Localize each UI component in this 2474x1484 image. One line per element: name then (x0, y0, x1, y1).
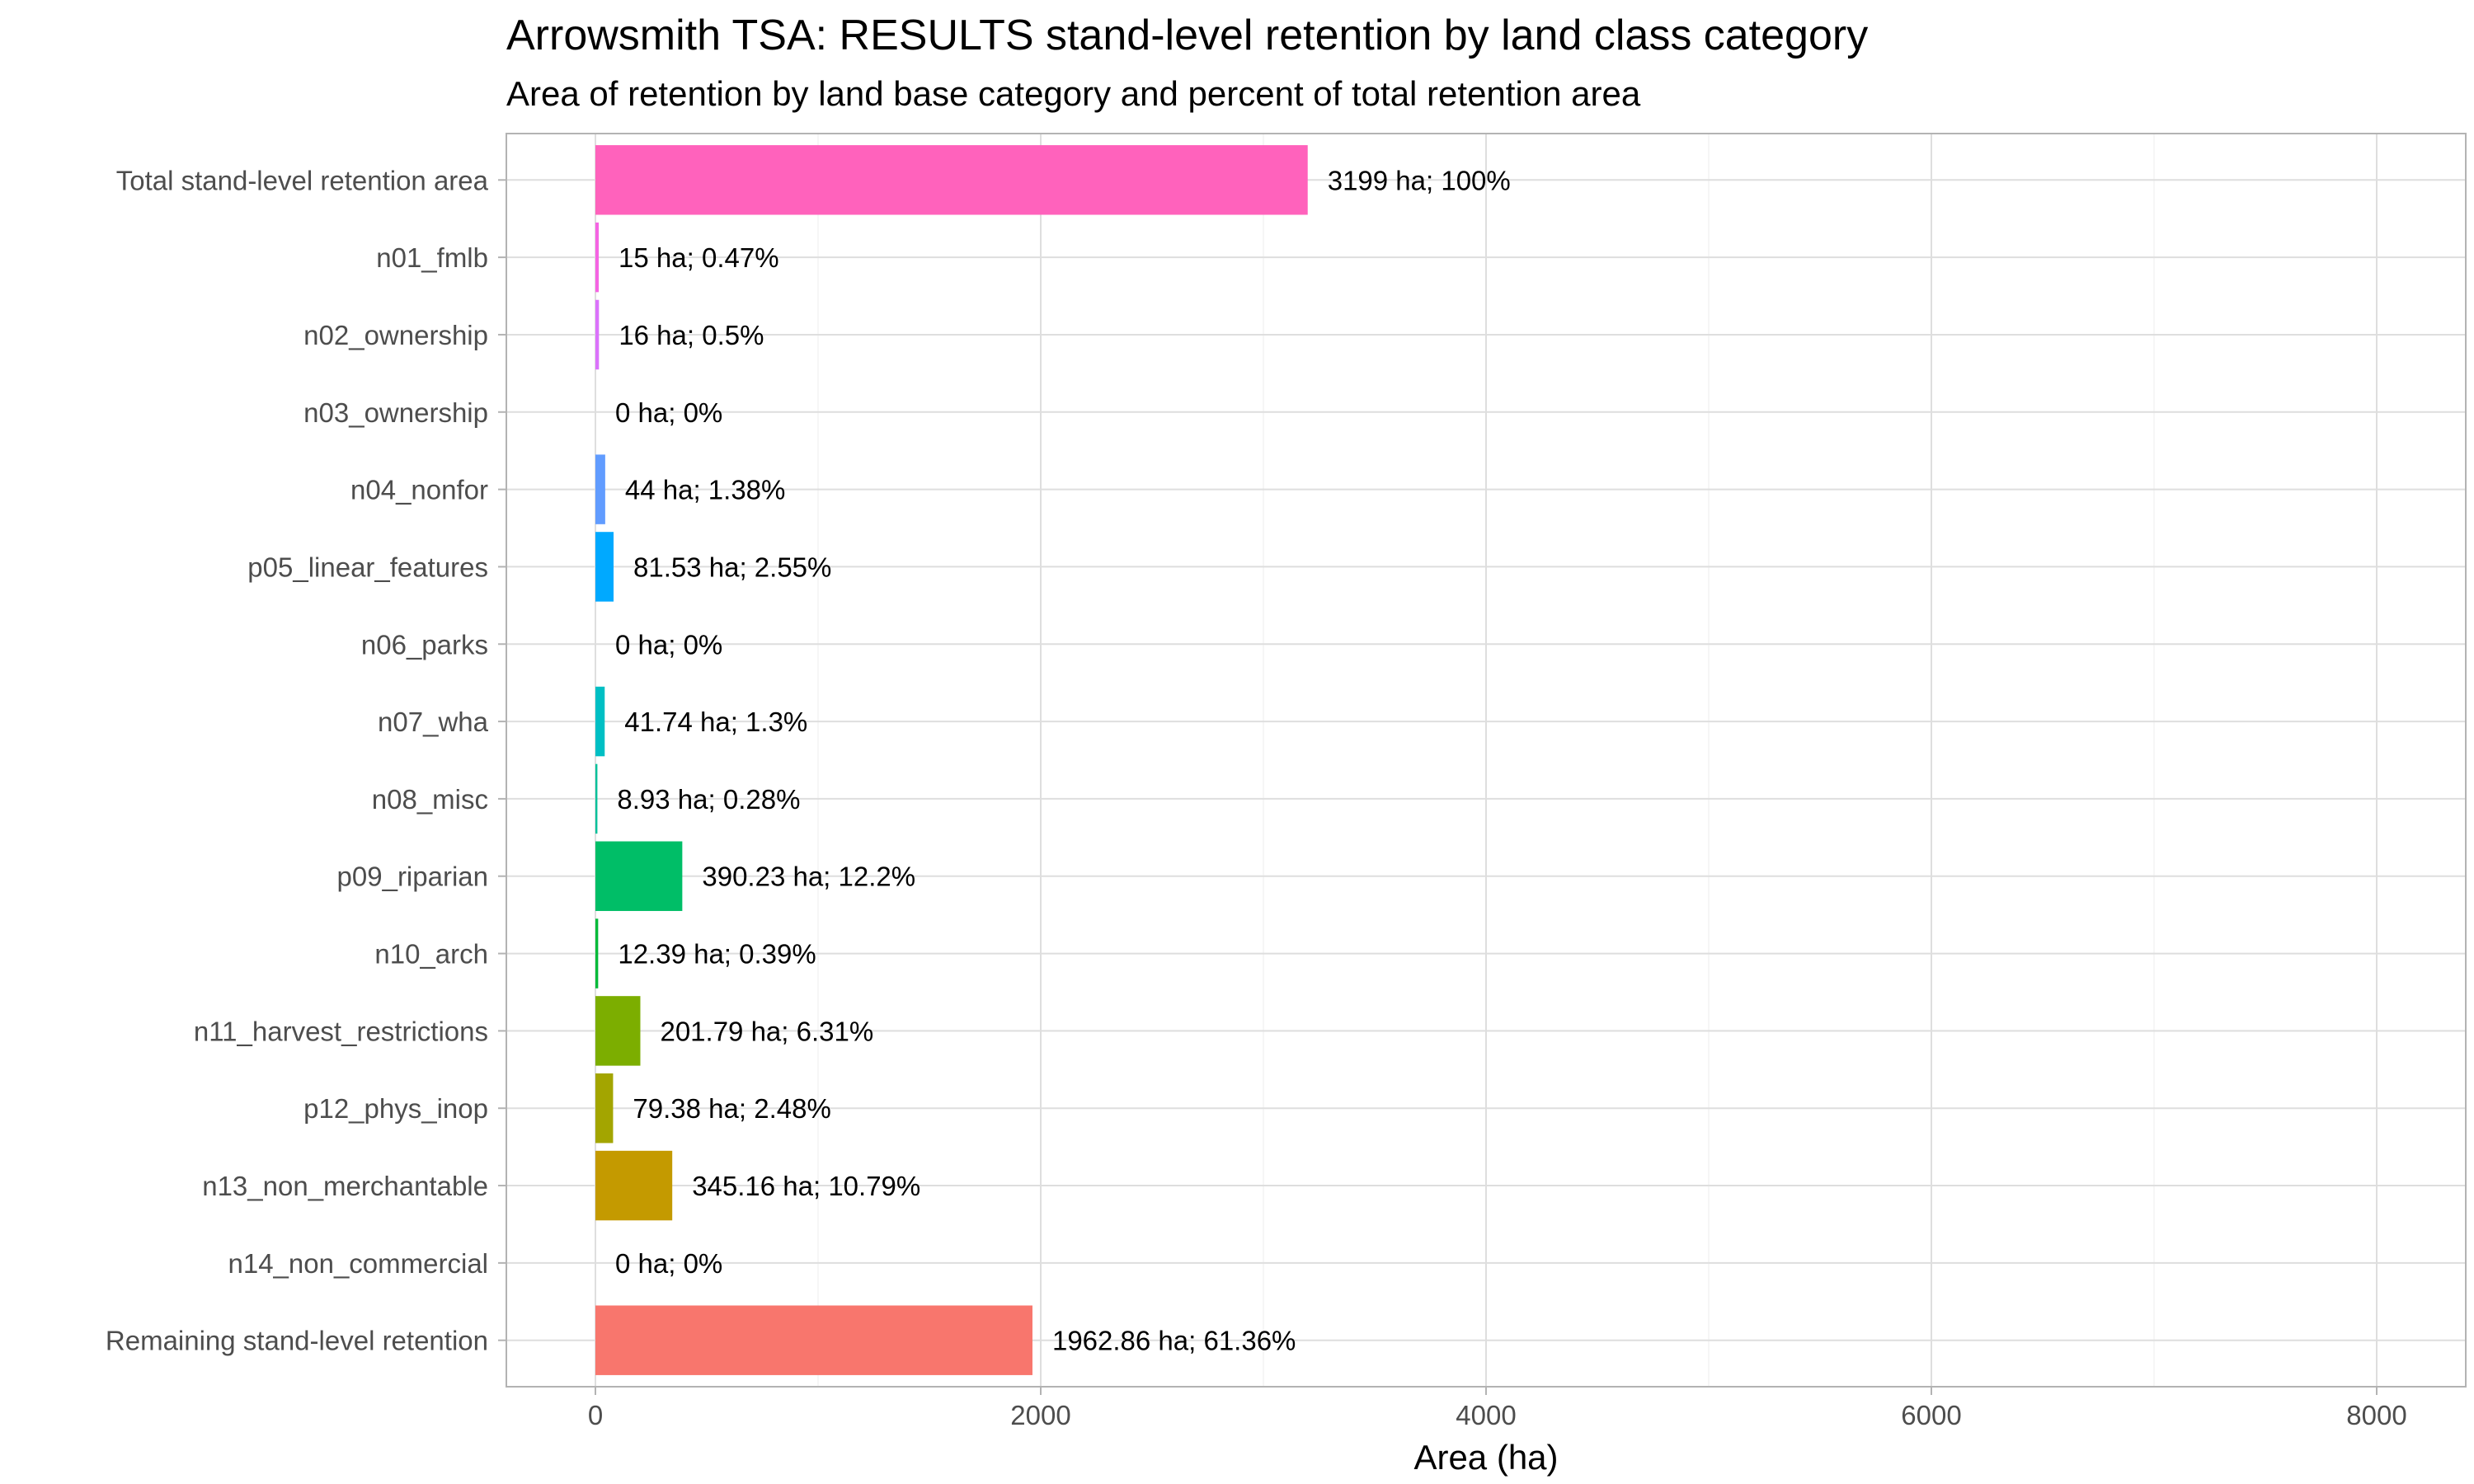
data-labels: 3199 ha; 100% 15 ha; 0.47% 16 ha; 0.5% 0 ha… (615, 165, 1511, 1355)
y-category-label: p05_linear_features (247, 552, 488, 582)
y-category-label: n14_non_commercial (228, 1248, 488, 1279)
bar (595, 686, 605, 757)
y-category-label: n11_harvest_restrictions (194, 1016, 488, 1046)
bar (595, 763, 598, 834)
x-tick-label: 2000 (1010, 1400, 1070, 1430)
y-category-label: n02_ownership (303, 320, 488, 350)
y-category-label: n04_nonfor (350, 475, 488, 505)
bar (595, 532, 614, 602)
grid-lines (506, 134, 2466, 1387)
y-category-label: Total stand-level retention area (116, 165, 489, 195)
chart-subtitle: Area of retention by land base category … (506, 74, 1641, 113)
bar (595, 145, 1308, 215)
bar-data-label: 16 ha; 0.5% (618, 320, 764, 350)
bar-data-label: 41.74 ha; 1.3% (624, 707, 807, 737)
y-category-label: n13_non_merchantable (202, 1171, 488, 1201)
bar-data-label: 44 ha; 1.38% (625, 475, 786, 505)
bar-data-label: 8.93 ha; 0.28% (617, 784, 800, 815)
plot-panel-border (506, 133, 2467, 1388)
x-tick-label: 0 (588, 1400, 603, 1430)
y-category-label: Remaining stand-level retention (106, 1326, 488, 1356)
bar-data-label: 345.16 ha; 10.79% (692, 1171, 920, 1201)
x-tick-label: 6000 (1901, 1400, 1961, 1430)
bar-data-label: 15 ha; 0.47% (618, 242, 779, 273)
bar-data-label: 201.79 ha; 6.31% (660, 1016, 873, 1046)
y-category-label: p09_riparian (337, 862, 488, 892)
y-category-label: n07_wha (378, 707, 489, 737)
bar (595, 1150, 673, 1221)
chart-title: Arrowsmith TSA: RESULTS stand-level rete… (506, 12, 1868, 59)
y-category-label: p12_phys_inop (303, 1093, 488, 1124)
bar-data-label: 390.23 ha; 12.2% (702, 862, 915, 892)
bar-data-label: 3199 ha; 100% (1328, 165, 1511, 195)
bar-data-label: 0 ha; 0% (615, 629, 722, 660)
y-category-label: n01_fmlb (376, 242, 488, 273)
bar-data-label: 79.38 ha; 2.48% (633, 1093, 830, 1124)
y-category-label: n10_arch (374, 939, 488, 970)
y-category-label: n06_parks (361, 629, 488, 660)
x-tick-label: 8000 (2346, 1400, 2406, 1430)
y-category-label: n03_ownership (303, 397, 488, 428)
x-axis-title: Area (ha) (1413, 1438, 1558, 1477)
bar (595, 841, 683, 911)
bar (595, 1073, 614, 1144)
x-tick-label: 4000 (1456, 1400, 1516, 1430)
bars (595, 145, 1308, 1375)
bar (595, 299, 600, 370)
bar (595, 454, 605, 524)
bar-data-label: 0 ha; 0% (615, 397, 722, 428)
bar (595, 918, 599, 989)
bar-data-label: 1962.86 ha; 61.36% (1052, 1326, 1296, 1356)
bar-data-label: 81.53 ha; 2.55% (633, 552, 831, 582)
y-category-label: n08_misc (372, 784, 488, 815)
bar (595, 996, 641, 1066)
x-axis-ticks: 0 2000 4000 6000 8000 (588, 1387, 2407, 1430)
bar (595, 222, 600, 293)
bar-data-label: 0 ha; 0% (615, 1248, 722, 1279)
bar (595, 1305, 1032, 1375)
category-labels: Total stand-level retention area n01_fmlb… (106, 165, 506, 1356)
bar-data-label: 12.39 ha; 0.39% (618, 939, 816, 970)
